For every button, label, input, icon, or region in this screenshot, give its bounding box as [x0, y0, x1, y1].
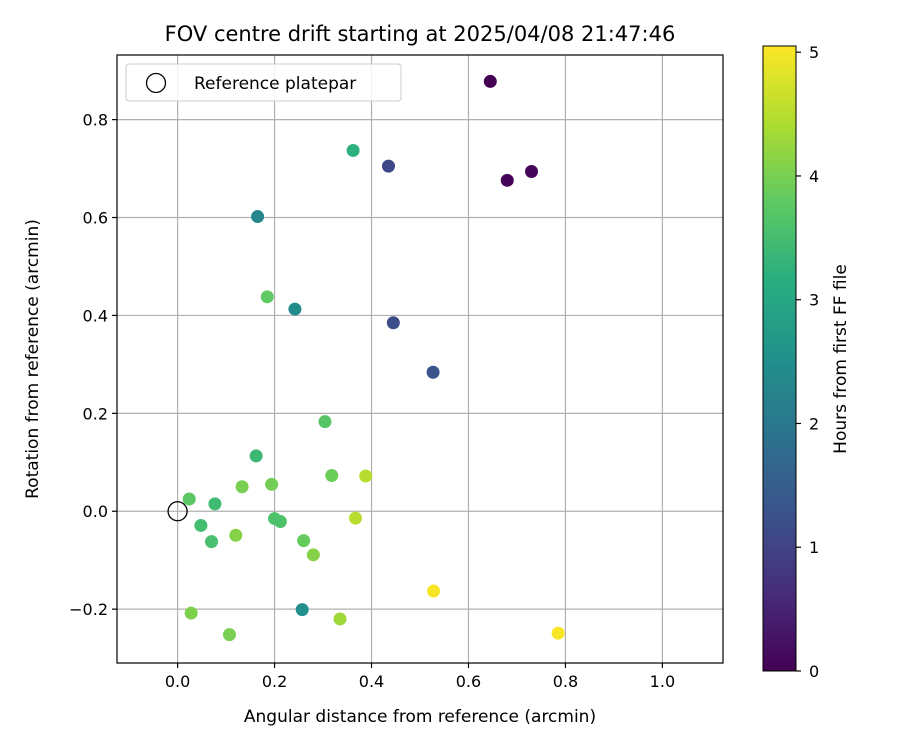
- data-point: [194, 518, 208, 532]
- x-tick-label: 0.6: [456, 672, 481, 691]
- reference-platepar-marker: [167, 501, 188, 522]
- colorbar: 0 1 2 3 4 5 Hours from first FF file: [762, 43, 851, 681]
- x-tick-label: 0.2: [262, 672, 287, 691]
- data-point: [251, 210, 265, 224]
- legend: Reference platepar: [125, 63, 402, 102]
- colorbar-label: Hours from first FF file: [831, 264, 851, 454]
- data-point: [306, 548, 320, 562]
- data-point: [426, 365, 440, 379]
- chart-title: FOV centre drift starting at 2025/04/08 …: [165, 22, 676, 46]
- grid: [117, 55, 723, 663]
- x-tick-label: 0.8: [553, 672, 578, 691]
- data-point: [381, 159, 395, 173]
- x-axis-label: Angular distance from reference (arcmin): [244, 707, 596, 727]
- data-point: [249, 449, 263, 463]
- legend-label-reference: Reference platepar: [194, 74, 356, 94]
- x-tick-label: 1.0: [650, 672, 675, 691]
- data-point: [551, 626, 565, 640]
- y-axis-label: Rotation from reference (arcmin): [23, 219, 43, 499]
- colorbar-tick-label: 2: [809, 414, 819, 433]
- data-point: [229, 528, 243, 542]
- y-tick-label: 0.0: [83, 502, 108, 521]
- data-point: [222, 628, 236, 642]
- data-point: [483, 74, 497, 88]
- data-point: [260, 290, 274, 304]
- y-tick-label: −0.2: [69, 600, 108, 619]
- data-point: [525, 165, 539, 179]
- data-point: [273, 515, 287, 529]
- data-point: [427, 584, 441, 598]
- data-point: [182, 492, 196, 506]
- colorbar-tick-label: 1: [809, 538, 819, 557]
- colorbar-gradient: [762, 45, 797, 672]
- legend-box: [125, 63, 402, 102]
- plot-frame: [116, 54, 724, 664]
- colorbar-tick-label: 3: [809, 291, 819, 310]
- data-point: [208, 497, 222, 511]
- data-point: [288, 302, 302, 316]
- data-point: [500, 173, 514, 187]
- y-tick-label: 0.8: [83, 111, 108, 130]
- data-point: [325, 469, 339, 483]
- data-point: [359, 469, 373, 483]
- colorbar-ticks: 0 1 2 3 4 5: [796, 43, 819, 681]
- data-point: [205, 535, 219, 549]
- colorbar-tick-label: 4: [809, 167, 819, 186]
- data-point: [333, 612, 347, 626]
- data-point: [184, 606, 198, 620]
- data-point: [297, 534, 311, 548]
- data-point: [346, 143, 360, 157]
- data-point: [265, 477, 279, 491]
- y-tick-label: 0.6: [83, 209, 108, 228]
- x-tick-label: 0.4: [359, 672, 384, 691]
- x-axis-ticks: 0.0 0.2 0.4 0.6 0.8 1.0: [165, 663, 675, 691]
- data-point: [349, 511, 363, 525]
- data-point: [235, 480, 249, 494]
- colorbar-tick-label: 0: [809, 662, 819, 681]
- legend-marker-reference: [145, 72, 167, 94]
- x-tick-label: 0.0: [165, 672, 190, 691]
- data-point: [295, 603, 309, 617]
- data-points: [167, 74, 565, 642]
- y-axis-ticks: −0.2 0.0 0.2 0.4 0.6 0.8: [69, 111, 117, 619]
- y-tick-label: 0.2: [83, 404, 108, 423]
- data-point: [386, 316, 400, 330]
- y-tick-label: 0.4: [83, 306, 108, 325]
- colorbar-tick-label: 5: [809, 43, 819, 62]
- data-point: [318, 415, 332, 429]
